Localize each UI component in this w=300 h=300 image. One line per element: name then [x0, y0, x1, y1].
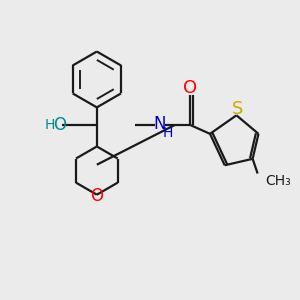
Text: CH₃: CH₃	[266, 175, 291, 188]
Text: H: H	[162, 126, 172, 140]
Text: S: S	[232, 100, 244, 118]
Text: O: O	[90, 187, 103, 205]
Text: O: O	[183, 79, 197, 97]
Text: H: H	[44, 118, 55, 132]
Text: N: N	[154, 115, 166, 133]
Text: O: O	[53, 116, 66, 134]
